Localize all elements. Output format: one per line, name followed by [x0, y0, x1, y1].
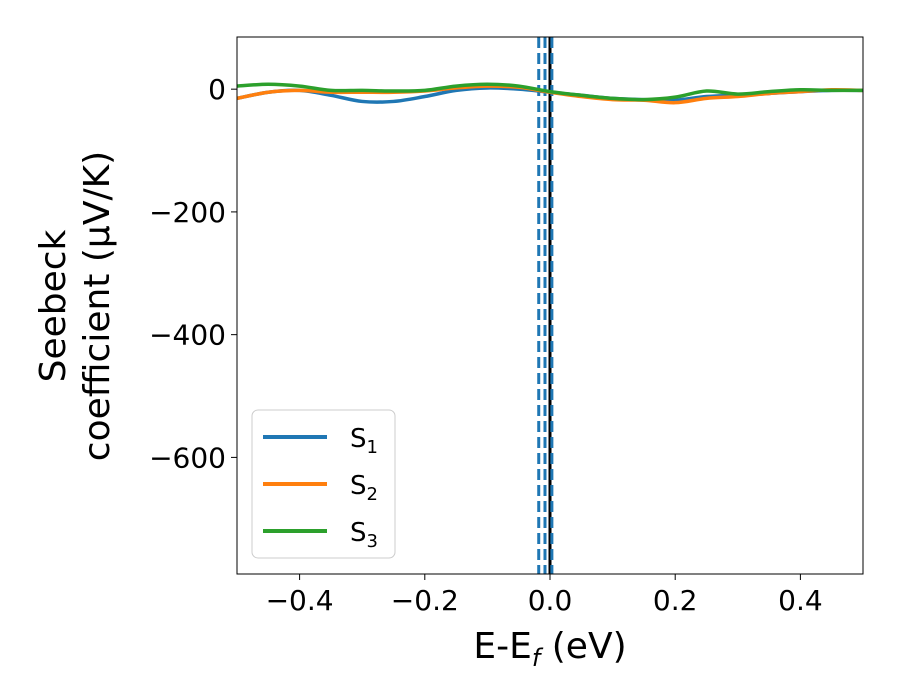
x-tick-label: 0.0	[528, 584, 573, 617]
legend-label-s3: S3	[350, 518, 378, 552]
reference-lines	[537, 37, 554, 574]
legend-label-s2: S2	[350, 471, 378, 505]
y-tick-label: −600	[149, 441, 226, 474]
y-axis-label-line2: coefficient (μV/K)	[77, 151, 118, 461]
x-tick-label: −0.2	[391, 584, 459, 617]
y-tick-label: −200	[149, 196, 226, 229]
legend-label-s1: S1	[350, 424, 378, 458]
y-tick-label: −400	[149, 319, 226, 352]
y-axis-label: Seebeck coefficient (μV/K)	[33, 151, 118, 461]
y-axis-ticks: 0 −200 −400 −600	[149, 73, 237, 474]
x-axis-ticks: −0.4 −0.2 0.0 0.2 0.4	[266, 574, 823, 617]
y-tick-label: 0	[208, 73, 226, 106]
series-lines	[237, 82, 863, 105]
legend: S1 S2 S3	[251, 409, 396, 559]
x-axis-label: E-Ef (eV)	[473, 626, 626, 672]
x-tick-label: 0.2	[653, 584, 698, 617]
x-tick-label: −0.4	[266, 584, 334, 617]
x-tick-label: 0.4	[778, 584, 823, 617]
y-axis-label-line1: Seebeck	[33, 229, 74, 382]
series-line-s3	[237, 82, 863, 102]
